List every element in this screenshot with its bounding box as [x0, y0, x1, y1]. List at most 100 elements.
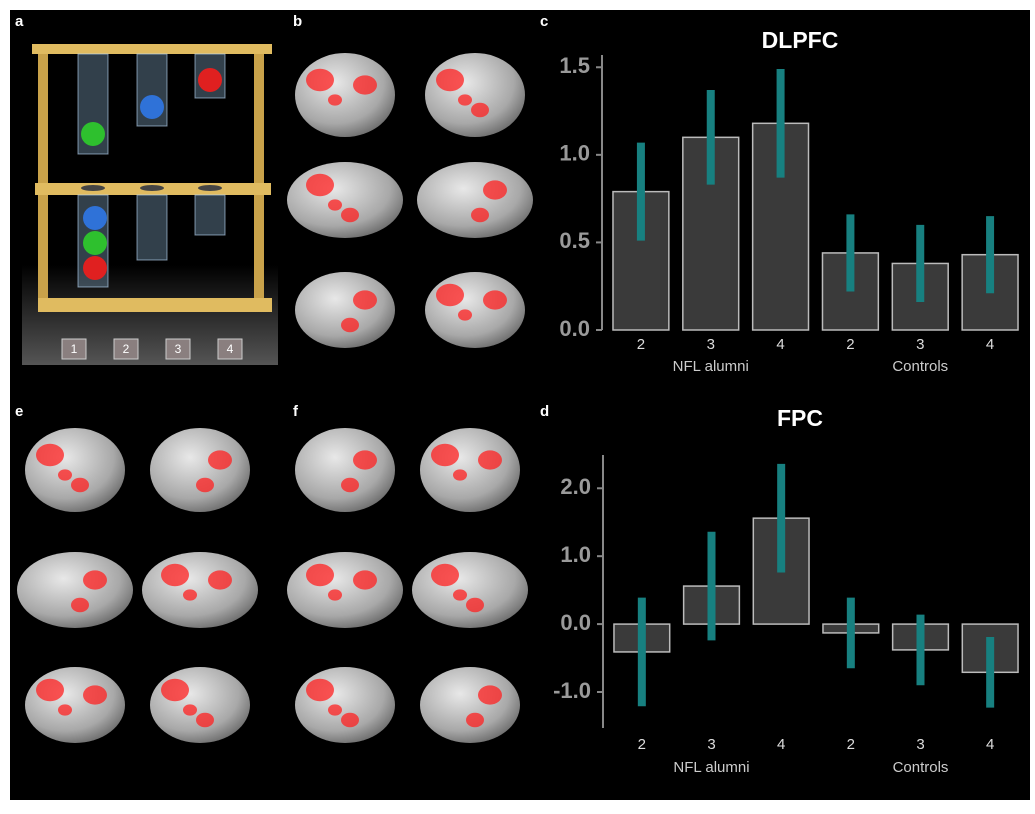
x-tick-label: 3 [707, 336, 715, 353]
brain [150, 428, 250, 512]
brain [295, 272, 395, 348]
brain [295, 428, 395, 512]
activation-blob [466, 713, 484, 727]
activation-blob [466, 598, 484, 612]
activation-blob [306, 174, 334, 196]
group-label: Controls [892, 358, 948, 375]
activation-blob [306, 679, 334, 701]
activation-blob [208, 450, 232, 469]
activation-blob [478, 450, 502, 469]
panel-label: b [293, 13, 302, 30]
x-tick-label: 3 [916, 336, 924, 353]
activation-blob [71, 478, 89, 492]
activation-blob [453, 589, 467, 600]
activation-blob [83, 685, 107, 704]
activation-blob [436, 69, 464, 91]
brain [295, 667, 395, 743]
apparatus-illustration [22, 40, 278, 365]
activation-blob [328, 94, 342, 105]
brain [25, 428, 125, 512]
brain [420, 428, 520, 512]
brain [417, 162, 533, 238]
activation-blob [36, 444, 64, 466]
activation-blob [306, 69, 334, 91]
activation-blob [36, 679, 64, 701]
x-tick-label: 2 [637, 336, 645, 353]
activation-blob [458, 94, 472, 105]
activation-blob [353, 75, 377, 94]
activation-blob [196, 713, 214, 727]
activation-blob [83, 570, 107, 589]
brain [425, 272, 525, 348]
y-tick-label: 0.0 [560, 610, 591, 635]
peg-label: 3 [175, 342, 182, 356]
activation-blob [431, 444, 459, 466]
activation-blob [353, 290, 377, 309]
activation-blob [436, 284, 464, 306]
brain [17, 552, 133, 628]
activation-blob [453, 469, 467, 480]
brain [142, 552, 258, 628]
activation-blob [328, 199, 342, 210]
activation-blob [471, 103, 489, 117]
activation-blob [328, 589, 342, 600]
peg-label: 2 [123, 342, 130, 356]
brain [412, 552, 528, 628]
x-tick-label: 4 [986, 336, 994, 353]
brain [420, 667, 520, 743]
x-tick-label: 2 [638, 736, 646, 753]
activation-blob [341, 318, 359, 332]
brain [287, 552, 403, 628]
y-tick-label: -1.0 [553, 678, 591, 703]
y-tick-label: 1.0 [559, 141, 590, 166]
y-tick-label: 1.0 [560, 542, 591, 567]
activation-blob [341, 208, 359, 222]
y-tick-label: 1.5 [559, 53, 590, 78]
x-tick-label: 3 [916, 736, 924, 753]
figure: 1234 abef cDLPFC0.00.51.01.5234234NFL al… [0, 0, 1035, 814]
y-tick-label: 0.0 [559, 316, 590, 341]
activation-blob [341, 478, 359, 492]
peg-label: 1 [71, 342, 78, 356]
y-tick-label: 0.5 [559, 228, 590, 253]
chart-title: FPC [777, 405, 823, 431]
x-tick-label: 4 [777, 736, 785, 753]
brain [295, 53, 395, 137]
activation-blob [353, 450, 377, 469]
x-tick-label: 2 [846, 336, 854, 353]
activation-blob [208, 570, 232, 589]
activation-blob [196, 478, 214, 492]
brain [425, 53, 525, 137]
group-label: NFL alumni [673, 358, 749, 375]
activation-blob [58, 704, 72, 715]
y-tick-label: 2.0 [560, 474, 591, 499]
panel-label: a [15, 13, 24, 30]
activation-blob [478, 685, 502, 704]
activation-blob [431, 564, 459, 586]
x-tick-label: 2 [847, 736, 855, 753]
activation-blob [183, 589, 197, 600]
panel-label: d [540, 403, 549, 420]
activation-blob [483, 290, 507, 309]
activation-blob [183, 704, 197, 715]
activation-blob [161, 564, 189, 586]
panel-label: c [540, 13, 548, 30]
brain [25, 667, 125, 743]
activation-blob [483, 180, 507, 199]
x-tick-label: 4 [776, 336, 784, 353]
panel-label: e [15, 403, 23, 420]
group-label: Controls [893, 759, 949, 776]
activation-blob [71, 598, 89, 612]
brain [287, 162, 403, 238]
activation-blob [58, 469, 72, 480]
activation-blob [458, 309, 472, 320]
activation-blob [341, 713, 359, 727]
activation-blob [328, 704, 342, 715]
activation-blob [161, 679, 189, 701]
x-tick-label: 3 [707, 736, 715, 753]
activation-blob [471, 208, 489, 222]
activation-blob [306, 564, 334, 586]
brain [150, 667, 250, 743]
x-tick-label: 4 [986, 736, 994, 753]
group-label: NFL alumni [673, 759, 749, 776]
